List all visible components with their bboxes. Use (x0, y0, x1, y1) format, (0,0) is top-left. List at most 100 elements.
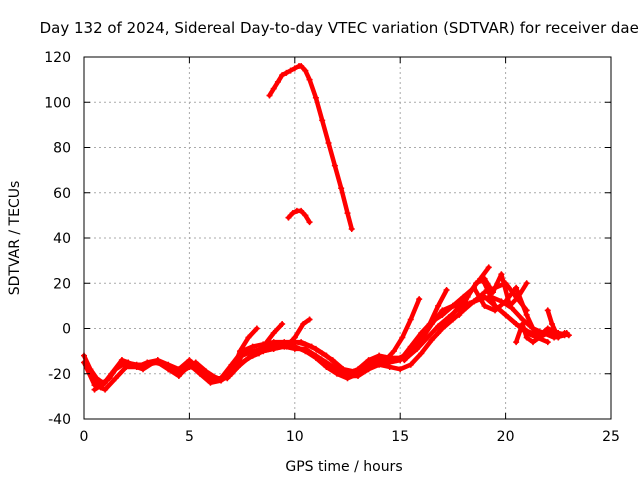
data-point (306, 316, 313, 323)
data-point (161, 361, 168, 368)
data-point (439, 311, 446, 318)
series-line (229, 326, 260, 376)
data-point (325, 139, 332, 146)
x-tick-label: 0 (80, 429, 89, 445)
data-point (289, 210, 296, 217)
data-point (456, 311, 463, 318)
series-arc-10 (401, 287, 450, 364)
data-point (340, 366, 347, 373)
y-tick-label: -40 (48, 412, 71, 428)
data-point (392, 357, 399, 364)
data-point (519, 320, 526, 327)
data-point (355, 373, 362, 380)
data-point (228, 370, 235, 377)
series-arc-9 (382, 296, 423, 364)
data-point (283, 343, 290, 350)
data-point (502, 311, 509, 318)
data-point (513, 284, 520, 291)
data-point (418, 334, 425, 341)
data-point (338, 185, 345, 192)
x-tick-label: 10 (286, 429, 304, 445)
data-point (530, 339, 537, 346)
data-point (350, 368, 357, 375)
series-line (88, 294, 567, 390)
data-point (308, 343, 315, 350)
data-point (523, 334, 530, 341)
data-point (300, 320, 307, 327)
data-point (348, 225, 355, 232)
data-point (498, 298, 505, 305)
series-arc-15 (544, 307, 568, 339)
data-point (365, 366, 372, 373)
data-point (245, 334, 252, 341)
data-point (236, 348, 243, 355)
data-point (312, 94, 319, 101)
data-point (298, 207, 305, 214)
data-point (249, 352, 256, 359)
data-point (477, 296, 484, 303)
data-point (390, 348, 397, 355)
data-point (270, 85, 277, 92)
data-point (239, 359, 246, 366)
data-point (283, 69, 290, 76)
series-arc-8 (283, 316, 313, 350)
data-point (407, 361, 414, 368)
data-point (213, 375, 220, 382)
data-point (287, 67, 294, 74)
data-point (266, 92, 273, 99)
y-tick-label: 100 (44, 95, 71, 111)
data-point (279, 320, 286, 327)
data-point (536, 334, 543, 341)
data-point (544, 330, 551, 337)
data-point (291, 334, 298, 341)
data-point (435, 323, 442, 330)
data-point (544, 339, 551, 346)
data-point (361, 363, 368, 370)
series-line (250, 321, 285, 358)
data-point (485, 264, 492, 271)
data-point (207, 379, 214, 386)
y-tick-label: 0 (62, 322, 71, 338)
data-point (409, 348, 416, 355)
data-point (91, 386, 98, 393)
data-point (302, 348, 309, 355)
data-point (449, 302, 456, 309)
data-point (492, 302, 499, 309)
data-point (270, 345, 277, 352)
data-point (513, 320, 520, 327)
data-point (386, 363, 393, 370)
data-point (279, 72, 286, 79)
data-point (171, 368, 178, 375)
data-point (435, 330, 442, 337)
data-point (407, 343, 414, 350)
chart-title: Day 132 of 2024, Sidereal Day-to-day VTE… (40, 19, 640, 37)
series-line (81, 285, 551, 392)
data-point (270, 330, 277, 337)
data-point (253, 325, 260, 332)
data-point (127, 361, 134, 368)
data-series (81, 63, 572, 393)
data-point (319, 350, 326, 357)
data-point (291, 343, 298, 350)
series-line (402, 287, 449, 363)
data-point (416, 296, 423, 303)
data-point (102, 386, 109, 393)
data-point (424, 334, 431, 341)
data-point (118, 357, 125, 364)
series-arc-6 (228, 325, 260, 377)
data-point (260, 343, 267, 350)
y-tick-label: -20 (48, 367, 71, 383)
data-point (331, 162, 338, 169)
data-point (319, 117, 326, 124)
y-tick-label: 20 (53, 276, 71, 292)
data-point (399, 334, 406, 341)
data-point (481, 302, 488, 309)
data-point (473, 280, 480, 287)
y-tick-label: 80 (53, 141, 71, 157)
data-point (418, 350, 425, 357)
data-point (344, 210, 351, 217)
data-point (513, 339, 520, 346)
data-point (298, 63, 305, 70)
data-point (344, 373, 351, 380)
data-point (530, 325, 537, 332)
